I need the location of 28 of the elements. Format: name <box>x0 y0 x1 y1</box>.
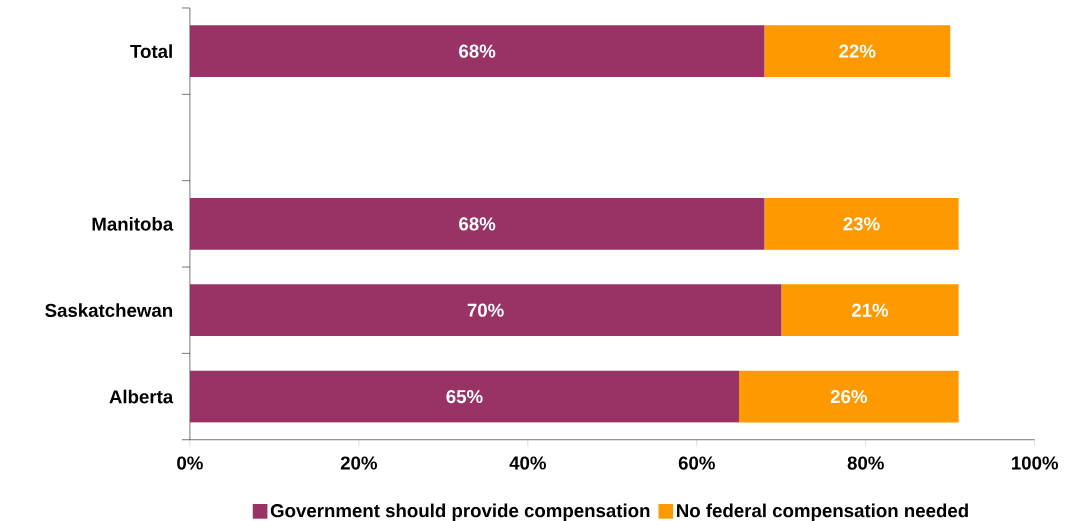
x-tick-label: 40% <box>509 456 546 470</box>
bar <box>189 197 765 250</box>
x-tick-label: 60% <box>678 456 715 470</box>
bar <box>189 370 740 423</box>
data-label: 21% <box>851 303 889 317</box>
x-tick-label: 20% <box>340 456 378 470</box>
legend-label: No federal compensation needed <box>677 503 968 521</box>
bar <box>189 25 765 78</box>
data-label: 70% <box>467 303 504 317</box>
data-label: 68% <box>459 44 496 58</box>
data-label: 22% <box>839 44 876 58</box>
bar <box>764 197 959 250</box>
x-tick-label: 0% <box>177 456 203 470</box>
x-tick-label: 80% <box>847 456 884 470</box>
data-label: 26% <box>830 389 868 404</box>
bar <box>781 284 959 337</box>
y-tick-label: Saskatchewan <box>45 303 173 318</box>
data-label: 68% <box>459 217 496 231</box>
data-label: 65% <box>446 389 483 404</box>
bar <box>764 25 951 78</box>
x-tick-label: 100% <box>1012 456 1059 470</box>
bar <box>189 284 782 337</box>
y-tick-label: Total <box>130 44 172 59</box>
data-label: 23% <box>843 217 880 231</box>
bar <box>739 370 959 423</box>
legend-label: Government should provide compensation <box>270 503 650 521</box>
y-tick-label: Alberta <box>109 389 174 404</box>
y-tick-label: Manitoba <box>92 217 174 231</box>
